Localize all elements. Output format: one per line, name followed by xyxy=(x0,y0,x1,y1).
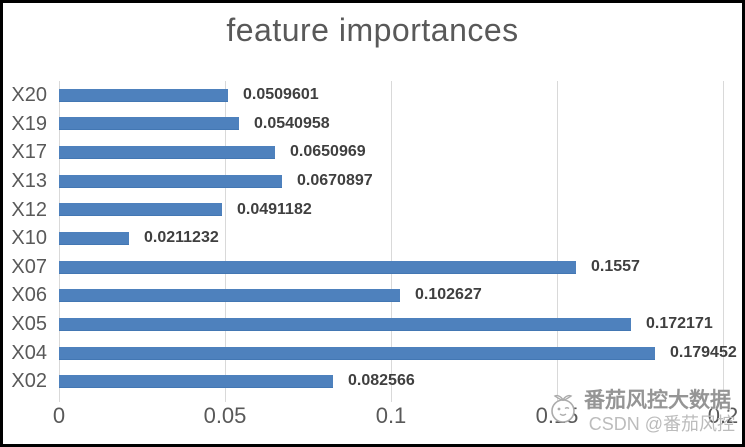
category-label: X04 xyxy=(11,341,47,364)
category-label: X06 xyxy=(11,284,47,307)
value-label: 0.172171 xyxy=(646,315,713,333)
watermark-brand-text: 番茄风控大数据 xyxy=(584,389,731,412)
chart-title: feature importances xyxy=(226,12,519,48)
watermark-csdn-text: CSDN @番茄风控 xyxy=(588,414,735,434)
value-label: 0.0211232 xyxy=(144,229,219,247)
bar xyxy=(59,260,576,274)
value-label: 0.0670897 xyxy=(297,171,373,189)
value-label: 0.0650969 xyxy=(290,143,366,161)
value-label: 0.1557 xyxy=(591,257,640,275)
value-label: 0.0491182 xyxy=(237,200,312,218)
category-label: X10 xyxy=(11,227,47,250)
watermark: 番茄风控大数据 CSDN @番茄风控 xyxy=(551,389,735,434)
category-label: X05 xyxy=(11,313,47,336)
value-label: 0.082566 xyxy=(348,372,415,390)
bar xyxy=(59,174,282,188)
gridline xyxy=(225,81,226,402)
bar xyxy=(59,146,275,160)
value-label: 0.0540958 xyxy=(254,114,330,132)
x-tick-label: 0.2 xyxy=(707,403,739,428)
category-label: X07 xyxy=(11,255,47,278)
bar xyxy=(59,317,631,331)
x-tick-label: 0 xyxy=(52,403,66,428)
category-label: X19 xyxy=(11,112,47,135)
bar xyxy=(59,375,333,389)
bar xyxy=(59,203,222,217)
value-label: 0.179452 xyxy=(670,343,737,361)
category-label: X02 xyxy=(11,370,47,393)
bar xyxy=(59,289,400,303)
gridline xyxy=(723,81,724,402)
tomato-icon xyxy=(551,394,575,423)
value-label: 0.102627 xyxy=(415,286,482,304)
plot-area: 0.0509601 0.0540958 0.0650969 0.0670897 0.04… xyxy=(59,81,737,402)
gridline xyxy=(557,81,558,402)
value-label: 0.0509601 xyxy=(243,86,319,103)
bar xyxy=(59,88,228,102)
x-tick-label: 0.05 xyxy=(203,403,247,428)
bar xyxy=(59,117,239,131)
category-label: X13 xyxy=(11,169,47,192)
gridline xyxy=(391,81,392,402)
bar xyxy=(59,232,129,245)
category-label: X17 xyxy=(11,141,47,164)
category-label: X20 xyxy=(11,84,47,106)
bar xyxy=(59,346,655,360)
x-tick-label: 0.1 xyxy=(375,403,407,428)
category-label: X12 xyxy=(11,198,47,221)
